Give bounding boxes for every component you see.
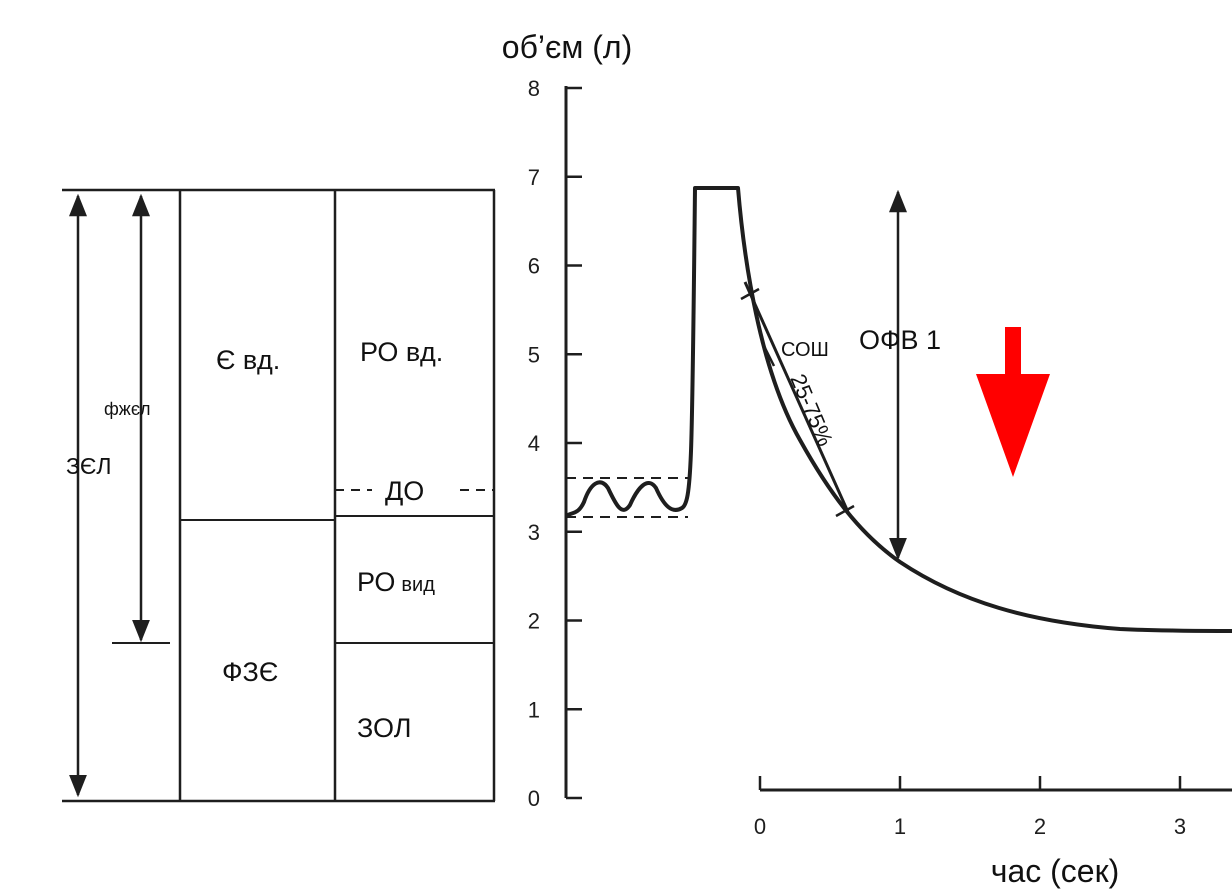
- y-tick-label: 5: [528, 342, 540, 367]
- expiratory-reserve-label: РО вид: [357, 567, 435, 597]
- mid-flow-label: 25-75%: [785, 370, 838, 450]
- mid-flow-mark-lower: [835, 504, 855, 518]
- x-axis-label: час (сек): [991, 853, 1119, 889]
- x-tick-label: 0: [754, 814, 766, 839]
- x-axis: 0 1 2 3 час (сек): [754, 776, 1232, 889]
- residual-volume-label: ЗОЛ: [357, 713, 411, 743]
- y-tick-label: 8: [528, 76, 540, 101]
- y-tick-label: 4: [528, 431, 540, 456]
- y-tick-label: 2: [528, 609, 540, 634]
- spirogram-curve: [564, 186, 1232, 633]
- spirogram: СОШ ОФВ 1 25-75%: [564, 186, 1232, 633]
- expiratory-reserve-main: РО: [357, 567, 395, 597]
- expiratory-reserve-suffix: вид: [401, 574, 435, 596]
- y-tick-label: 3: [528, 520, 540, 545]
- mid-flow-line: [743, 281, 850, 513]
- y-axis: об’єм (л) 0 1 2 3 4 5 6 7 8: [502, 29, 632, 811]
- fev1-label: ОФВ 1: [859, 325, 941, 355]
- x-tick-label: 2: [1034, 814, 1046, 839]
- functional-residual-label: ФЗЄ: [222, 657, 278, 687]
- y-tick-label: 7: [528, 165, 540, 190]
- x-axis-ticks: 0 1 2 3: [754, 776, 1186, 839]
- peak-flow-tick: [760, 341, 776, 367]
- y-tick-label: 6: [528, 254, 540, 279]
- y-tick-label: 1: [528, 697, 540, 722]
- mid-flow-mark-upper: [740, 287, 760, 301]
- tidal-volume-label: ДО: [385, 476, 424, 506]
- inspiratory-capacity-label: Є вд.: [216, 345, 280, 375]
- peak-flow-label: СОШ: [781, 339, 829, 361]
- y-tick-label: 0: [528, 786, 540, 811]
- y-axis-ticks: 0 1 2 3 4 5 6 7 8: [528, 76, 582, 811]
- total-capacity-label: ЗЄЛ: [66, 453, 112, 479]
- red-down-arrow: [976, 327, 1050, 477]
- inspiratory-reserve-label: РО вд.: [360, 337, 443, 367]
- y-axis-label: об’єм (л): [502, 29, 632, 65]
- lung-volume-bars: ЗЄЛ фжєл Є вд. ФЗЄ РО вд. ДО РО вид ЗОЛ: [62, 188, 496, 803]
- vital-capacity-label: фжєл: [104, 399, 151, 419]
- x-tick-label: 1: [894, 814, 906, 839]
- x-tick-label: 3: [1174, 814, 1186, 839]
